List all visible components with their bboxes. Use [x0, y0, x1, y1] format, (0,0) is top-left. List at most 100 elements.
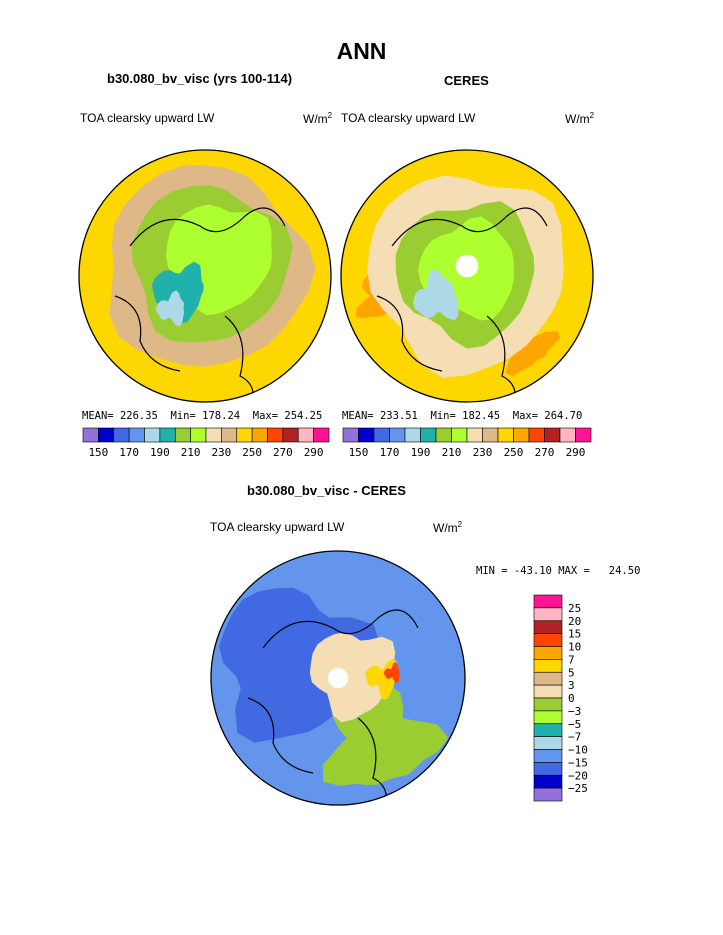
region-3-6 [383, 662, 400, 683]
colorbar-1-box-7 [190, 427, 207, 443]
colorbar-1-box-0 [82, 427, 99, 443]
colorbar-2-tick-1: 170 [380, 446, 400, 459]
colorbar-3-tick-0: 25 [568, 602, 581, 615]
colorbar-3-box-13 [533, 762, 563, 776]
colorbar-2-box-14 [559, 427, 576, 443]
colorbar-1-box-9 [221, 427, 238, 443]
colorbar-3-box-11 [533, 736, 563, 750]
colorbar-2-box-3 [389, 427, 406, 443]
colorbar-3-box-3 [533, 633, 563, 647]
panel2-title: CERES [444, 73, 489, 88]
colorbar-1-tick-3: 210 [181, 446, 201, 459]
colorbar-3-tick-1: 20 [568, 615, 581, 628]
colorbar-3-box-1 [533, 607, 563, 622]
colorbar-1-box-3 [128, 427, 145, 443]
colorbar-2-box-9 [482, 427, 499, 443]
colorbar-3-box-4 [533, 646, 563, 660]
panel1-variable: TOA clearsky upward LW [80, 111, 215, 125]
colorbar-2-box-0 [342, 427, 359, 443]
colorbar-2-box-1 [358, 427, 375, 443]
colorbar-2-box-15 [575, 427, 592, 443]
colorbar-1-box-1 [98, 427, 115, 443]
colorbar-3-box-7 [533, 684, 563, 699]
colorbar-1-box-8 [205, 427, 222, 443]
map-border-1 [78, 149, 332, 403]
colorbar-2-tick-6: 270 [535, 446, 555, 459]
colorbar-1-box-10 [236, 427, 253, 443]
map-1 [79, 150, 331, 402]
colorbar-1-box-15 [313, 427, 330, 443]
colorbar-1-tick-6: 270 [273, 446, 293, 459]
colorbar-1-tick-1: 170 [119, 446, 139, 459]
colorbar-1-tick-2: 190 [150, 446, 170, 459]
colorbar-3-tick-6: 3 [568, 679, 575, 692]
panel2-units: W/m2 [565, 111, 595, 126]
colorbar-3-tick-10: −7 [568, 731, 581, 744]
panel3-stats: MIN = -43.10 MAX = 24.50 [476, 565, 641, 577]
colorbar-3-tick-13: −20 [568, 769, 588, 782]
colorbar-1-box-14 [297, 427, 314, 443]
colorbar-1: 150 170 190 210 230 250 270 290 [82, 427, 330, 459]
figure-title: ANN [336, 38, 387, 64]
map-border-3 [210, 550, 466, 806]
region-3-7 [327, 667, 349, 689]
colorbar-1-box-4 [144, 427, 161, 443]
colorbar-2: 150 170 190 210 230 250 270 290 [342, 427, 592, 459]
colorbar-1-tick-5: 250 [242, 446, 262, 459]
colorbar-2-box-2 [373, 427, 390, 443]
region-3-4 [309, 632, 396, 723]
panel1-units: W/m2 [303, 111, 333, 126]
colorbar-3-box-14 [533, 774, 563, 789]
colorbar-3-box-6 [533, 671, 563, 686]
colorbar-1-box-5 [159, 427, 176, 443]
map-3 [211, 551, 465, 805]
colorbar-3-tick-2: 15 [568, 628, 581, 641]
colorbar-3-tick-11: −10 [568, 744, 588, 757]
colorbar-3-box-12 [533, 749, 563, 763]
colorbar-2-tick-2: 190 [411, 446, 431, 459]
colorbar-1-box-13 [282, 427, 299, 443]
colorbar-2-tick-0: 150 [349, 446, 369, 459]
colorbar-3-box-0 [533, 594, 563, 609]
colorbar-1-box-11 [251, 427, 268, 443]
colorbar-3-box-15 [533, 787, 563, 802]
colorbar-3-tick-5: 5 [568, 666, 575, 679]
colorbar-2-box-4 [404, 427, 421, 443]
colorbar-2-box-13 [544, 427, 561, 443]
colorbar-2-tick-5: 250 [504, 446, 524, 459]
panel2-stats: MEAN= 233.51 Min= 182.45 Max= 264.70 [342, 410, 583, 422]
colorbar-3-box-10 [533, 723, 563, 737]
colorbar-2-box-11 [513, 427, 530, 443]
colorbar-3-box-8 [533, 697, 563, 712]
colorbar-2-box-8 [466, 427, 483, 443]
colorbar-1-box-12 [267, 427, 284, 443]
panel1-stats: MEAN= 226.35 Min= 178.24 Max= 254.25 [82, 410, 323, 422]
map-border-2 [340, 149, 594, 403]
colorbar-3-tick-9: −5 [568, 718, 581, 731]
colorbar-1-box-2 [113, 427, 130, 443]
colorbar-3-tick-12: −15 [568, 756, 588, 769]
colorbar-3-tick-14: −25 [568, 782, 588, 795]
panel3-units: W/m2 [433, 520, 463, 535]
colorbar-1-tick-0: 150 [88, 446, 108, 459]
colorbar-2-box-7 [451, 427, 468, 443]
panel3-variable: TOA clearsky upward LW [210, 520, 345, 534]
colorbar-2-tick-3: 210 [442, 446, 462, 459]
colorbar-2-box-5 [420, 427, 437, 443]
colorbar-2-box-12 [528, 427, 545, 443]
region-2-8 [455, 254, 479, 278]
panel2-variable: TOA clearsky upward LW [341, 111, 476, 125]
colorbar-3-box-5 [533, 659, 563, 673]
colorbar-3-tick-7: 0 [568, 692, 575, 705]
panel3-title: b30.080_bv_visc - CERES [247, 483, 406, 498]
colorbar-2-box-6 [435, 427, 452, 443]
colorbar-3-tick-4: 7 [568, 653, 575, 666]
colorbar-3-box-2 [533, 620, 563, 634]
region-2-7 [413, 269, 459, 321]
region-1-6 [155, 290, 184, 327]
colorbar-1-tick-7: 290 [304, 446, 324, 459]
colorbar-3-tick-8: −3 [568, 705, 581, 718]
colorbar-1-tick-4: 230 [211, 446, 231, 459]
